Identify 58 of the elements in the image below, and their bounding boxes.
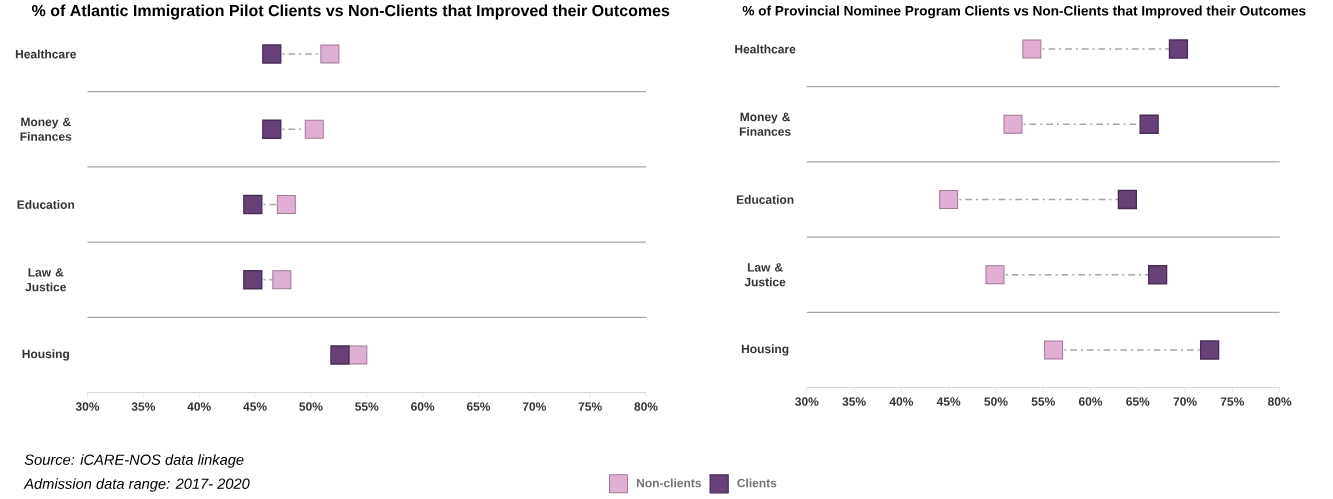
y-tick-label: Money & Finances <box>20 117 72 141</box>
point <box>272 270 292 290</box>
x-tick-label: 55% <box>355 402 379 411</box>
x-tick-label: 75% <box>1220 397 1245 406</box>
y-tick-label: Money & Finances <box>739 112 791 136</box>
y-tick-label: Law & Justice <box>744 263 786 287</box>
x-tick-label: 40% <box>187 402 211 411</box>
x-tick-label: 30% <box>75 402 100 411</box>
x-tick-label: 50% <box>984 397 1008 406</box>
point <box>320 44 340 64</box>
x-tick-label: 75% <box>578 402 602 411</box>
point <box>1044 340 1064 360</box>
x-tick-label: 45% <box>936 397 961 406</box>
point <box>276 195 296 215</box>
point <box>330 345 350 365</box>
point <box>262 44 282 64</box>
x-tick-label: 35% <box>842 397 866 406</box>
point <box>985 265 1005 285</box>
y-tick-label: Healthcare <box>735 44 796 54</box>
point <box>1022 39 1042 59</box>
point <box>262 119 282 139</box>
point <box>243 270 263 290</box>
chart-title: % of Atlantic Immigration Pilot Clients vs Non-Clients that Improved their Outcomes <box>31 4 670 20</box>
y-tick-label: Housing <box>741 344 789 356</box>
point <box>1139 114 1159 134</box>
x-tick-label: 65% <box>466 402 491 411</box>
chart-title: % of Provincial Nominee Program Clients vs Non-Clients that Improved their Outcomes <box>742 5 1306 19</box>
legend-label: Clients <box>737 478 777 488</box>
point <box>304 119 324 139</box>
y-tick-label: Law & Justice <box>25 268 67 292</box>
point <box>348 345 368 365</box>
y-tick-label: Housing <box>22 349 69 361</box>
point <box>939 190 959 209</box>
point <box>1117 189 1138 210</box>
x-tick-label: 70% <box>522 402 546 411</box>
y-tick-label: Healthcare <box>15 49 77 59</box>
legend-label: Non-clients <box>636 478 702 488</box>
x-tick-label: 40% <box>889 397 914 406</box>
source-note: Source: iCARE-NOS data linkage <box>24 454 244 468</box>
y-tick-label: Education <box>17 200 75 209</box>
x-tick-label: 55% <box>1031 397 1055 406</box>
x-tick-label: 65% <box>1126 397 1150 406</box>
x-tick-label: 30% <box>795 397 819 406</box>
point <box>1147 265 1168 285</box>
text: Admission data range: 2017- 2020 <box>23 478 250 492</box>
y-tick-label: Education <box>736 195 794 204</box>
x-tick-label: 80% <box>1267 397 1292 406</box>
x-tick-label: 45% <box>243 402 267 411</box>
point <box>1003 114 1023 134</box>
point <box>1199 340 1220 360</box>
x-tick-label: 80% <box>634 402 658 411</box>
x-tick-label: 50% <box>299 402 323 411</box>
x-tick-label: 60% <box>1078 397 1103 406</box>
point <box>243 194 263 215</box>
x-tick-label: 70% <box>1173 397 1197 406</box>
x-tick-label: 60% <box>411 402 435 411</box>
x-tick-label: 35% <box>131 402 156 411</box>
point <box>1168 39 1189 59</box>
